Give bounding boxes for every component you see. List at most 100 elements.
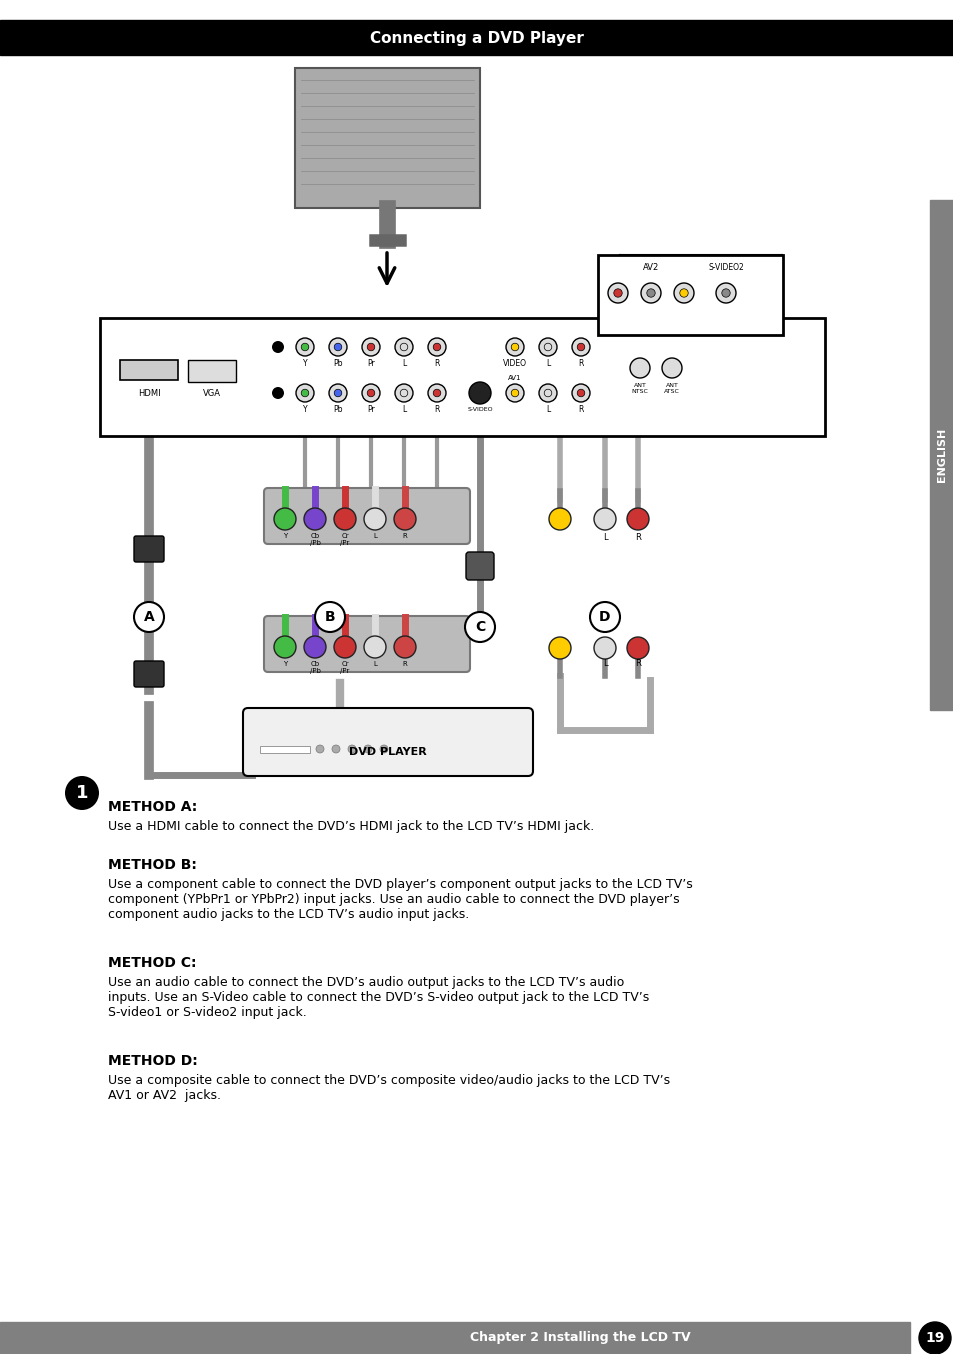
Text: ENGLISH: ENGLISH <box>936 428 946 482</box>
Circle shape <box>395 338 413 356</box>
Text: AV1: AV1 <box>508 375 521 380</box>
Bar <box>929 200 953 709</box>
Circle shape <box>274 636 295 658</box>
Circle shape <box>594 636 616 659</box>
Circle shape <box>301 389 309 397</box>
Circle shape <box>274 508 295 529</box>
Text: HDMI: HDMI <box>137 389 160 398</box>
Circle shape <box>314 603 345 632</box>
Circle shape <box>918 1322 950 1354</box>
Text: L: L <box>373 661 376 668</box>
Circle shape <box>511 343 518 351</box>
Text: Cr
/Pr: Cr /Pr <box>340 661 349 674</box>
Text: Use a HDMI cable to connect the DVD’s HDMI jack to the LCD TV’s HDMI jack.: Use a HDMI cable to connect the DVD’s HD… <box>108 821 594 833</box>
Circle shape <box>538 338 557 356</box>
Text: Y: Y <box>283 533 287 539</box>
Text: VGA: VGA <box>203 389 221 398</box>
Text: Cb
/Pb: Cb /Pb <box>309 533 320 546</box>
Text: Pb: Pb <box>333 359 342 368</box>
Bar <box>0 1322 909 1354</box>
Text: Use an audio cable to connect the DVD’s audio output jacks to the LCD TV’s audio: Use an audio cable to connect the DVD’s … <box>108 976 649 1020</box>
Text: L: L <box>401 359 406 368</box>
Circle shape <box>548 508 571 529</box>
Circle shape <box>364 745 372 753</box>
Circle shape <box>613 288 621 297</box>
Circle shape <box>65 776 99 810</box>
Text: Pb: Pb <box>333 405 342 414</box>
Circle shape <box>348 745 355 753</box>
Text: 19: 19 <box>924 1331 943 1345</box>
Text: L: L <box>602 658 607 668</box>
Circle shape <box>505 385 523 402</box>
Circle shape <box>400 389 407 397</box>
Text: Y: Y <box>302 359 307 368</box>
Circle shape <box>572 338 589 356</box>
Bar <box>188 360 235 382</box>
Text: Cb
/Pb: Cb /Pb <box>309 661 320 674</box>
Text: D: D <box>598 611 610 624</box>
Text: L: L <box>545 359 550 368</box>
Circle shape <box>334 636 355 658</box>
Text: VIDEO: VIDEO <box>502 359 526 368</box>
Circle shape <box>646 288 655 297</box>
Circle shape <box>272 341 284 353</box>
Circle shape <box>721 288 729 297</box>
Circle shape <box>133 603 164 632</box>
Text: S-VIDEO2: S-VIDEO2 <box>707 264 743 272</box>
Circle shape <box>394 508 416 529</box>
Circle shape <box>364 508 386 529</box>
Circle shape <box>679 288 687 297</box>
Text: L: L <box>373 533 376 539</box>
Text: C: C <box>475 620 485 634</box>
Circle shape <box>295 385 314 402</box>
Circle shape <box>304 636 326 658</box>
Circle shape <box>329 385 347 402</box>
Text: Chapter 2 Installing the LCD TV: Chapter 2 Installing the LCD TV <box>469 1331 690 1345</box>
Text: R: R <box>402 533 407 539</box>
Text: DVD PLAYER: DVD PLAYER <box>349 747 426 757</box>
Circle shape <box>594 508 616 529</box>
Circle shape <box>548 636 571 659</box>
Circle shape <box>361 338 379 356</box>
Circle shape <box>607 283 627 303</box>
Circle shape <box>334 389 341 397</box>
Bar <box>294 68 479 209</box>
FancyBboxPatch shape <box>133 661 164 686</box>
Circle shape <box>626 508 648 529</box>
Circle shape <box>301 343 309 351</box>
Circle shape <box>716 283 735 303</box>
Circle shape <box>332 745 339 753</box>
Text: S-VIDEO: S-VIDEO <box>467 408 493 412</box>
FancyBboxPatch shape <box>264 616 470 672</box>
Circle shape <box>433 343 440 351</box>
Text: METHOD D:: METHOD D: <box>108 1053 197 1068</box>
Circle shape <box>626 636 648 659</box>
Text: METHOD A:: METHOD A: <box>108 800 197 814</box>
Text: Pr: Pr <box>367 359 375 368</box>
Text: METHOD C:: METHOD C: <box>108 956 196 969</box>
Text: Pr: Pr <box>367 405 375 414</box>
Text: R: R <box>635 658 640 668</box>
Circle shape <box>629 357 649 378</box>
Circle shape <box>589 603 619 632</box>
Circle shape <box>394 636 416 658</box>
Circle shape <box>428 385 446 402</box>
Bar <box>0 20 953 56</box>
Text: 1: 1 <box>75 784 89 802</box>
Circle shape <box>661 357 681 378</box>
FancyArrowPatch shape <box>379 253 395 283</box>
Text: A: A <box>144 611 154 624</box>
Circle shape <box>577 343 584 351</box>
FancyBboxPatch shape <box>465 552 494 580</box>
Bar <box>120 360 178 380</box>
Circle shape <box>433 389 440 397</box>
Text: ANT
NTSC: ANT NTSC <box>631 383 648 394</box>
Text: Connecting a DVD Player: Connecting a DVD Player <box>370 31 583 46</box>
Circle shape <box>538 385 557 402</box>
Circle shape <box>334 343 341 351</box>
Circle shape <box>379 745 388 753</box>
Text: R: R <box>578 405 583 414</box>
Text: ANT
ATSC: ANT ATSC <box>663 383 679 394</box>
Text: R: R <box>635 532 640 542</box>
Circle shape <box>334 508 355 529</box>
